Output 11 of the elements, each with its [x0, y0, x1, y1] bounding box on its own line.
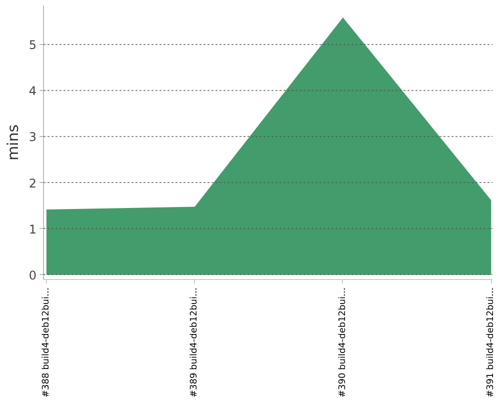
- x-tick-label: #389 build4-deb12bui…: [190, 287, 200, 398]
- x-tick-label: #388 build4-deb12bui…: [41, 287, 52, 398]
- y-tick-label: 1: [28, 222, 37, 236]
- y-axis-title: mins: [4, 124, 22, 161]
- x-tick-label: #390 build4-deb12bui…: [338, 287, 348, 398]
- x-tick-label: #391 build4-deb12bui…: [486, 287, 496, 398]
- y-tick-label: 4: [28, 84, 37, 98]
- y-tick-label: 5: [28, 38, 37, 52]
- y-tick-label: 0: [28, 268, 37, 282]
- y-tick-label: 3: [28, 130, 37, 144]
- y-tick-label: 2: [28, 176, 37, 190]
